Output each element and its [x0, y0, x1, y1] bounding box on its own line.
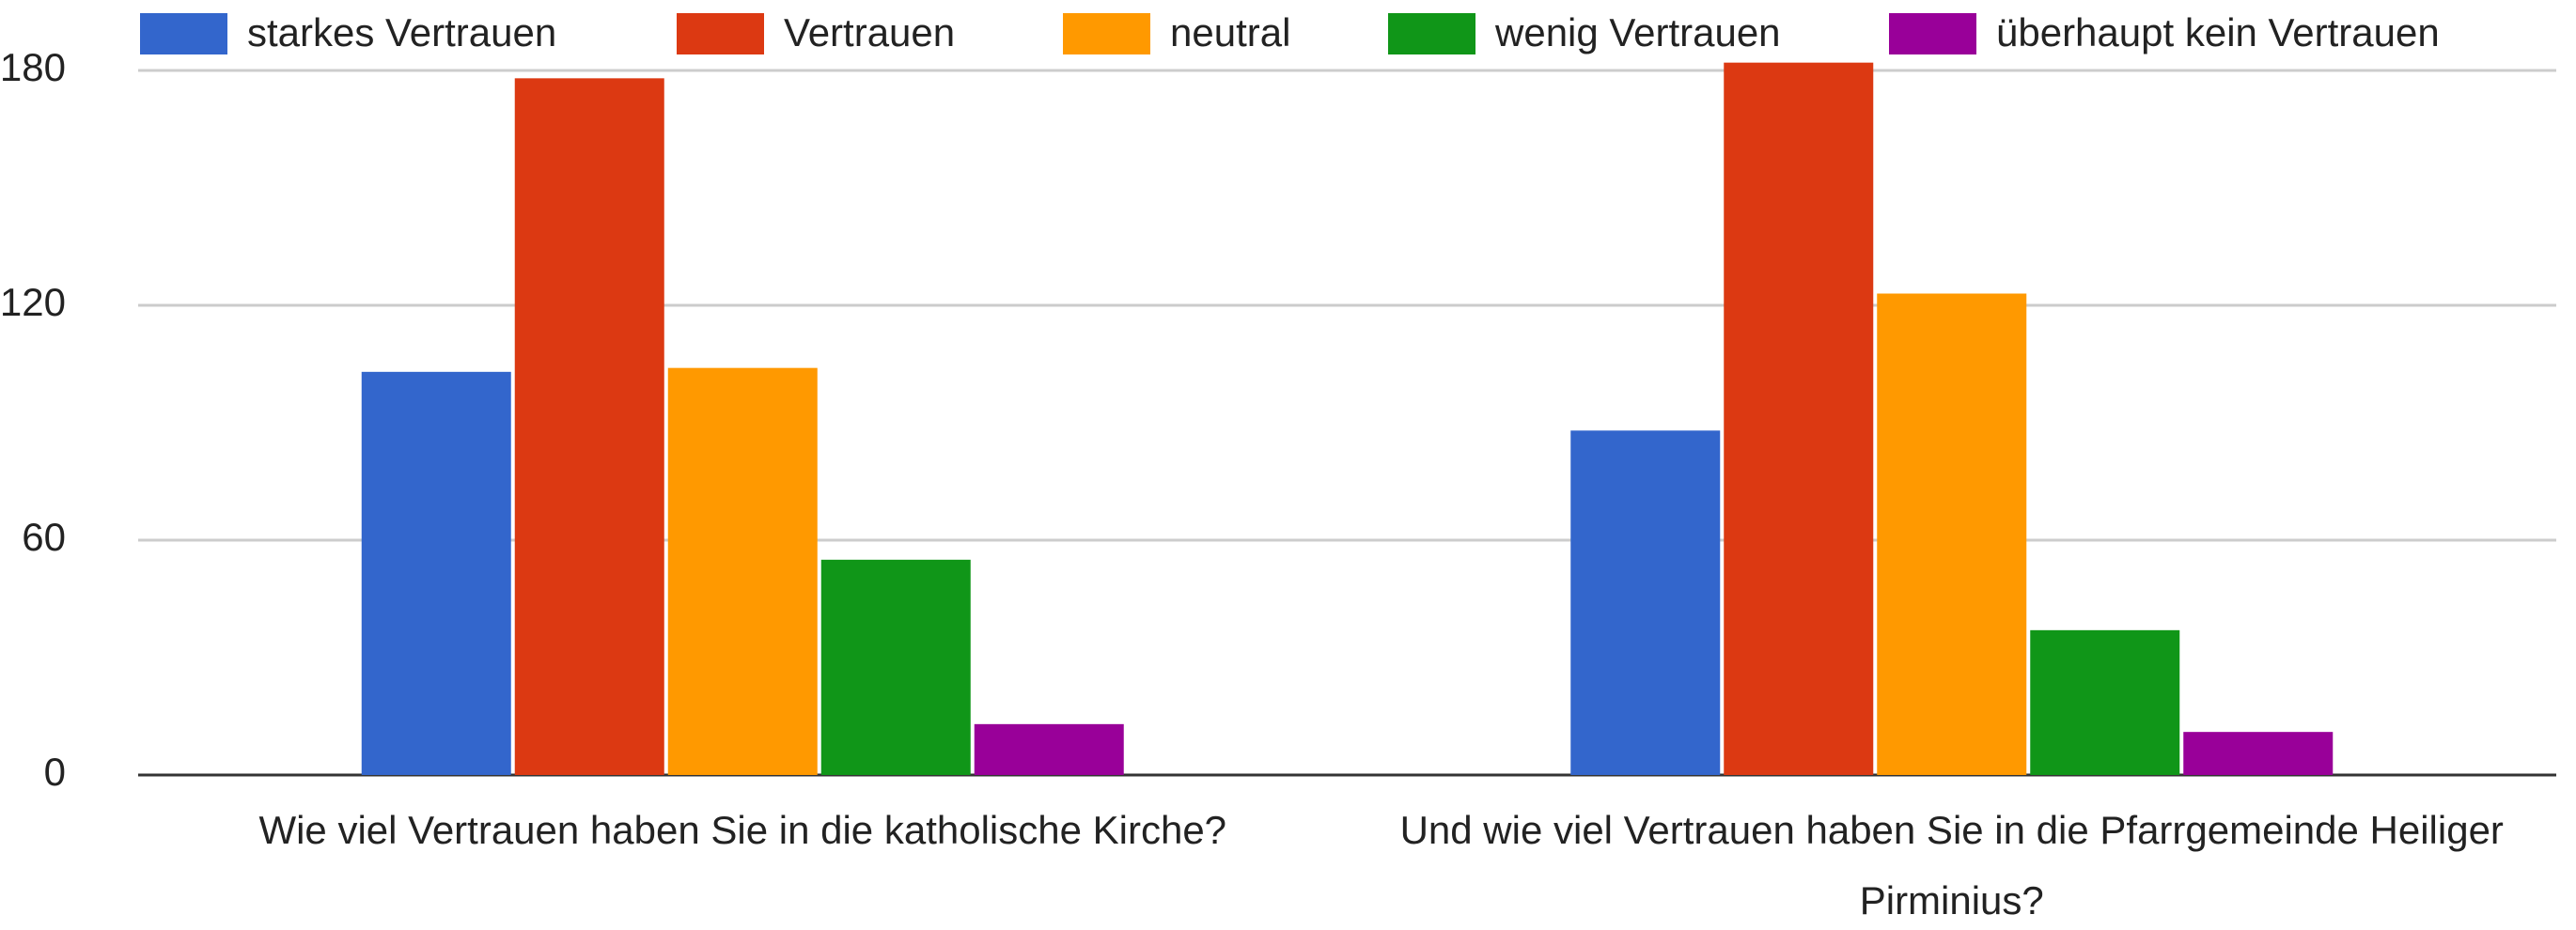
bar [2030, 629, 2180, 775]
legend-label: wenig Vertrauen [1494, 10, 1781, 54]
y-tick-label: 60 [22, 515, 66, 559]
y-tick-label: 180 [0, 45, 66, 89]
bar [1570, 430, 1721, 775]
bar [667, 367, 818, 775]
legend-swatch [1388, 13, 1475, 54]
legend-label: Vertrauen [784, 10, 955, 54]
y-tick-label: 120 [0, 280, 66, 324]
bar [974, 723, 1124, 775]
x-tick-label: Wie viel Vertrauen haben Sie in die kath… [258, 808, 1227, 852]
legend-label: neutral [1170, 10, 1290, 54]
legend-swatch [677, 13, 764, 54]
y-tick-label: 0 [44, 750, 66, 794]
legend-label: überhaupt kein Vertrauen [1996, 10, 2440, 54]
bar [1724, 62, 1874, 775]
legend-swatch [1063, 13, 1150, 54]
bar [1877, 293, 2027, 775]
legend-swatch [1889, 13, 1976, 54]
bar [514, 78, 664, 776]
bar [2183, 732, 2334, 775]
legend-swatch [140, 13, 227, 54]
legend-label: starkes Vertrauen [247, 10, 556, 54]
bar [361, 371, 511, 775]
bar [820, 559, 971, 775]
x-tick-label: Und wie viel Vertrauen haben Sie in die … [1399, 808, 2504, 922]
